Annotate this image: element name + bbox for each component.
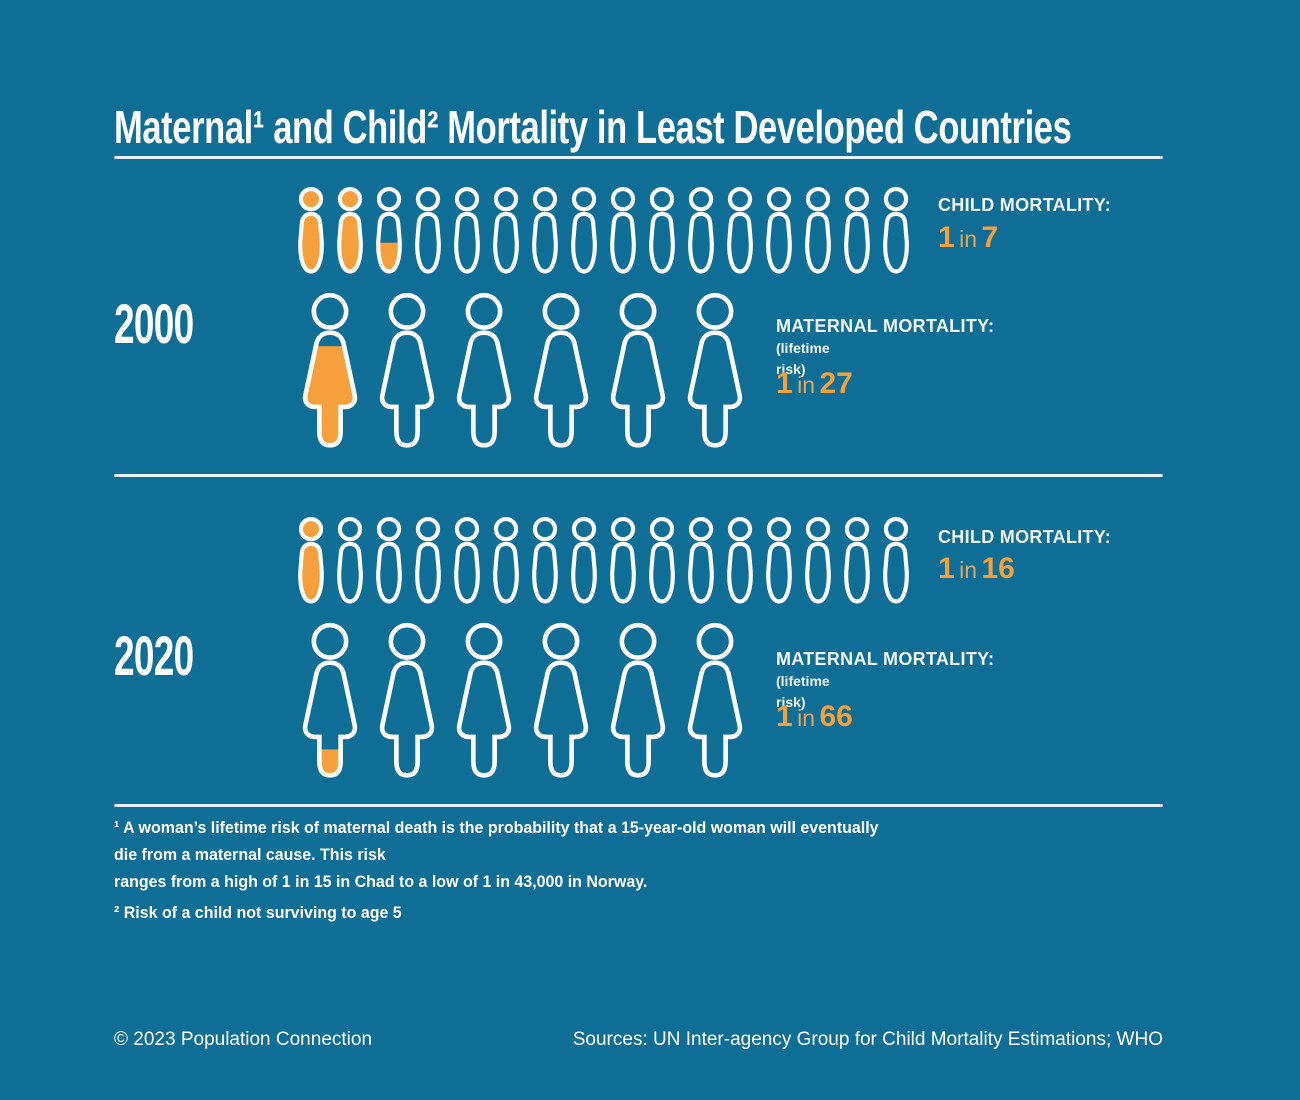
woman-icon	[687, 292, 743, 448]
child-icon	[766, 187, 792, 274]
maternal-mortality-label-2000: MATERNAL MORTALITY: (lifetime risk)	[776, 316, 1046, 380]
footnote-maternal-definition: ¹ A woman’s lifetime risk of maternal de…	[114, 814, 879, 895]
ratio-numerator: 1	[776, 700, 793, 733]
copyright-text: © 2023 Population Connection	[114, 1029, 373, 1050]
ratio-denominator: 16	[981, 552, 1015, 585]
section-divider	[114, 474, 1163, 477]
ratio-numerator: 1	[776, 367, 793, 400]
child-icon	[844, 517, 870, 604]
woman-icon	[456, 622, 512, 778]
woman-icon	[533, 292, 589, 448]
child-icon	[415, 187, 441, 274]
child-icon	[415, 517, 441, 604]
lifetime-risk-note: (lifetime	[776, 673, 830, 689]
ratio-numerator: 1	[938, 552, 955, 585]
woman-icon	[533, 622, 589, 778]
child-icon	[571, 517, 597, 604]
child-mortality-value-2000: 1 in 7	[938, 221, 998, 255]
child-icon	[493, 187, 519, 274]
lifetime-risk-note: risk)	[776, 694, 806, 710]
ratio-denominator: 66	[819, 700, 853, 733]
woman-icon	[302, 622, 358, 778]
footnote-line: ¹ A woman’s lifetime risk of maternal de…	[114, 818, 879, 837]
child-icon	[805, 187, 831, 274]
year-label-2020: 2020	[114, 624, 194, 687]
ratio-denominator: 7	[981, 221, 999, 254]
maternal-label-text: MATERNAL MORTALITY:	[776, 649, 995, 669]
woman-icon	[610, 292, 666, 448]
child-icon	[337, 187, 363, 274]
sources-text: Sources: UN Inter-agency Group for Child…	[572, 1029, 1163, 1050]
child-icon	[844, 187, 870, 274]
woman-icon	[302, 292, 358, 448]
footnote-divider	[114, 804, 1163, 807]
child-icon	[883, 187, 909, 274]
woman-icon	[610, 622, 666, 778]
child-icon	[454, 187, 480, 274]
footnote-line: ranges from a high of 1 in 15 in Chad to…	[114, 872, 648, 891]
title-underline	[114, 156, 1163, 159]
child-icon	[376, 517, 402, 604]
child-mortality-value-2020: 1 in 16	[938, 552, 1015, 586]
child-icon	[688, 187, 714, 274]
ratio-conjunction: in	[797, 372, 816, 398]
ratio-conjunction: in	[959, 557, 978, 583]
child-mortality-label-2020: CHILD MORTALITY:	[938, 527, 1112, 547]
child-icon	[649, 517, 675, 604]
ratio-numerator: 1	[938, 221, 955, 254]
ratio-denominator: 27	[819, 367, 853, 400]
ratio-conjunction: in	[797, 705, 816, 731]
year-label-2000: 2000	[114, 292, 194, 355]
child-icon	[766, 517, 792, 604]
child-icon	[727, 517, 753, 604]
child-icon	[376, 187, 402, 274]
child-mortality-row-2000	[293, 187, 914, 275]
child-icon	[883, 517, 909, 604]
child-icon	[571, 187, 597, 274]
maternal-mortality-value-2000: 1 in 27	[776, 367, 853, 401]
child-icon	[337, 517, 363, 604]
child-icon	[610, 187, 636, 274]
child-icon	[805, 517, 831, 604]
child-icon	[649, 187, 675, 274]
child-icon	[688, 517, 714, 604]
woman-icon	[456, 292, 512, 448]
child-icon	[493, 517, 519, 604]
child-icon	[727, 187, 753, 274]
woman-icon	[379, 292, 435, 448]
woman-icon	[687, 622, 743, 778]
footnote-line: die from a maternal cause. This risk	[114, 845, 386, 864]
child-mortality-row-2020	[293, 517, 914, 605]
maternal-mortality-label-2020: MATERNAL MORTALITY: (lifetime risk)	[776, 649, 1046, 713]
lifetime-risk-note: risk)	[776, 361, 806, 377]
lifetime-risk-note: (lifetime	[776, 340, 830, 356]
footnote-child-definition: ² Risk of a child not surviving to age 5	[114, 903, 402, 922]
maternal-mortality-row-2000	[293, 292, 752, 449]
child-icon	[298, 517, 324, 604]
ratio-conjunction: in	[959, 226, 978, 252]
child-icon	[532, 187, 558, 274]
maternal-mortality-value-2020: 1 in 66	[776, 700, 853, 734]
child-icon	[532, 517, 558, 604]
child-icon	[610, 517, 636, 604]
maternal-label-text: MATERNAL MORTALITY:	[776, 316, 995, 336]
child-mortality-label-2000: CHILD MORTALITY:	[938, 195, 1112, 215]
page-title: Maternal¹ and Child² Mortality in Least …	[114, 101, 1072, 153]
maternal-mortality-row-2020	[293, 622, 752, 779]
child-icon	[454, 517, 480, 604]
child-icon	[298, 187, 324, 274]
woman-icon	[379, 622, 435, 778]
